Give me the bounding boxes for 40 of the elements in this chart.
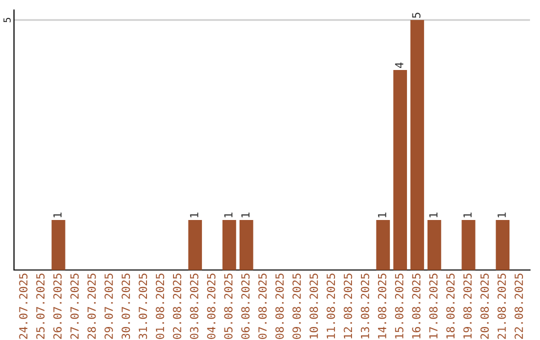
data-label: 1 (378, 212, 386, 218)
x-tick-label: 05.08.2025 (224, 274, 233, 339)
data-label: 1 (241, 212, 250, 218)
x-tick-label: 18.08.2025 (446, 274, 455, 338)
x-tick-label: 04.08.2025 (207, 274, 216, 339)
x-tick-label: 21.08.2025 (498, 274, 506, 339)
x-tick-label: 11.08.2025 (326, 274, 336, 338)
x-tick-label: 09.08.2025 (292, 274, 301, 339)
x-tick-label: 27.07.2025 (70, 274, 79, 339)
x-tick-label: 13.08.2025 (360, 274, 370, 338)
data-label: 1 (53, 212, 62, 218)
x-tick-label: 02.08.2025 (172, 274, 182, 339)
data-label: 1 (498, 212, 506, 218)
x-tick-label: 31.07.2025 (138, 274, 148, 339)
data-label: 4 (395, 62, 404, 68)
x-tick-label: 06.08.2025 (241, 274, 250, 339)
x-tick-label: 25.07.2025 (36, 274, 45, 339)
x-tick-label: 08.08.2025 (275, 274, 284, 339)
x-tick-label: 15.08.2025 (394, 274, 404, 338)
x-tick-label: 24.07.2025 (19, 274, 28, 339)
x-tick-label: 29.07.2025 (104, 274, 113, 339)
data-label: 1 (463, 212, 472, 218)
x-tick-label: 19.08.2025 (463, 274, 472, 338)
x-tick-label: 30.07.2025 (122, 274, 130, 339)
x-tick-label: 16.08.2025 (412, 274, 420, 338)
x-tick-label: 26.07.2025 (53, 274, 62, 339)
x-tick-label: 14.08.2025 (378, 274, 386, 338)
data-label: 5 (412, 12, 420, 18)
x-tick-label: 22.08.2025 (514, 274, 523, 339)
data-label: 1 (224, 212, 232, 218)
x-tick-label: 01.08.2025 (156, 274, 164, 339)
data-label: 1 (429, 212, 438, 218)
x-tick-label: 28.07.2025 (87, 274, 96, 339)
x-tick-label: 07.08.2025 (258, 274, 267, 339)
x-tick-label: 03.08.2025 (190, 274, 198, 339)
x-tick-label: 10.08.2025 (310, 274, 318, 338)
x-tick-label: 12.08.2025 (344, 274, 352, 338)
data-label: 1 (190, 212, 198, 218)
x-tick-label: 17.08.2025 (429, 274, 438, 338)
x-tick-label: 20.08.2025 (480, 274, 489, 339)
